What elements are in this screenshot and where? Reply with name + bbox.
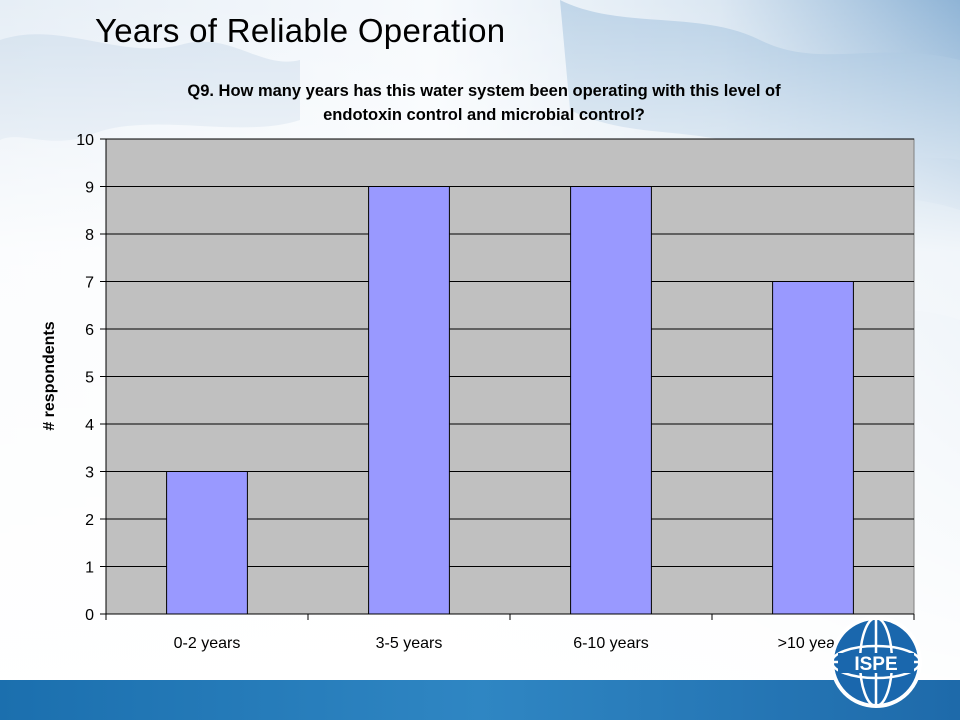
y-tick-label: 5 [85,370,94,387]
y-tick-label: 4 [85,417,94,434]
y-tick-label: 9 [85,180,94,197]
logo-text: ISPE [854,654,897,675]
x-tick-label: >10 years [778,635,849,652]
x-tick-label: 6-10 years [573,635,649,652]
x-tick-label: 3-5 years [376,635,443,652]
ispe-globe-logo: ISPE [830,616,922,708]
bar-1 [166,471,248,615]
y-tick-label: 0 [85,607,94,624]
y-tick-label: 8 [85,227,94,244]
y-tick-label: 6 [85,322,94,339]
bar-2 [368,186,450,615]
y-tick-label: 3 [85,465,94,482]
bar-4 [772,281,854,615]
y-tick-label: 2 [85,512,94,529]
bar-chart: Q9. How many years has this water system… [41,82,915,652]
bar-3 [570,186,652,615]
y-tick-label: 1 [85,560,94,577]
y-tick-label: 7 [85,275,94,292]
x-tick-label: 0-2 years [174,635,241,652]
slide-title: Years of Reliable Operation [95,12,506,49]
y-tick-label: 10 [76,132,94,149]
chart-title-line-1: Q9. How many years has this water system… [187,82,781,100]
chart-title-line-2: endotoxin control and microbial control? [323,106,645,124]
y-axis-label: # respondents [41,321,58,430]
footer-band [0,680,960,720]
